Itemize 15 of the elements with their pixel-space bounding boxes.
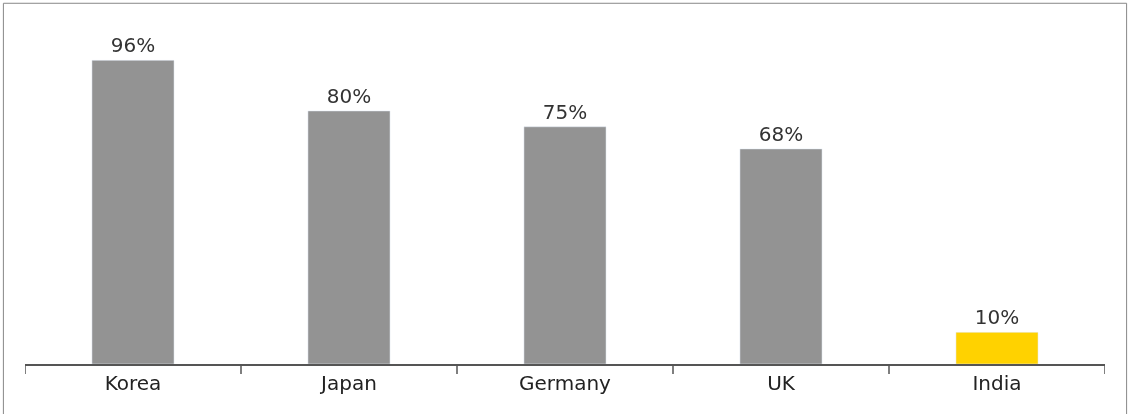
bar — [91, 60, 175, 364]
data-label: 75% — [542, 99, 588, 124]
bar — [307, 110, 391, 364]
x-tick-label: Korea — [104, 370, 162, 395]
bar — [739, 148, 823, 364]
data-label: 80% — [326, 83, 372, 108]
data-label: 96% — [110, 33, 156, 58]
x-tick-label: India — [972, 370, 1022, 395]
x-tick-label: Germany — [519, 370, 612, 395]
x-tick-label: UK — [767, 370, 796, 395]
data-label: 10% — [974, 305, 1020, 330]
data-label: 68% — [758, 121, 804, 146]
x-tick-label: Japan — [319, 370, 377, 395]
bar — [955, 332, 1039, 364]
bar — [523, 126, 607, 364]
